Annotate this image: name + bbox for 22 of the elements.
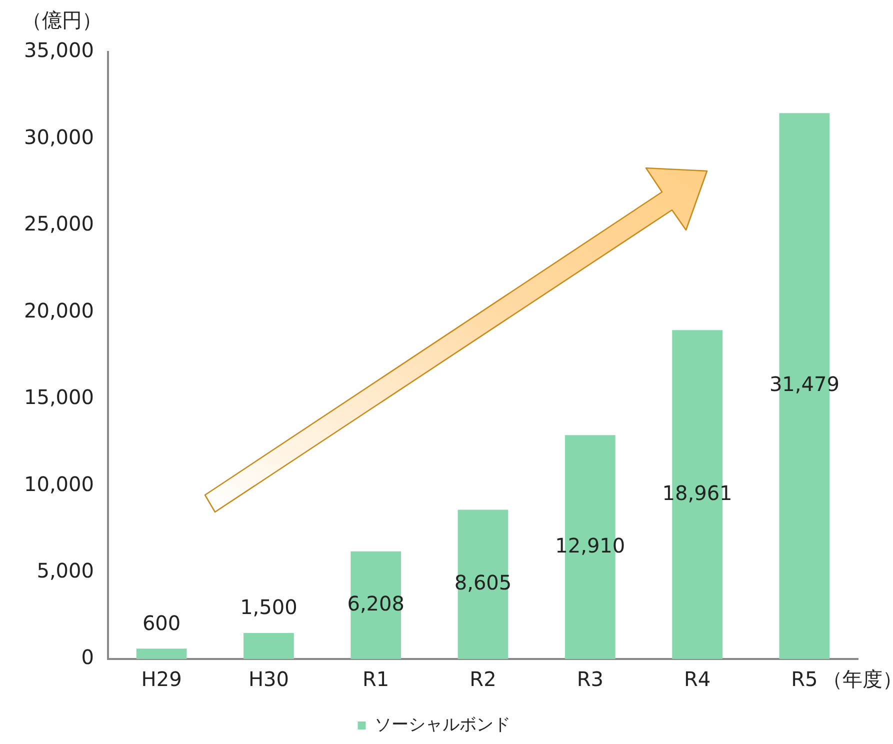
x-tick-label: R5: [791, 667, 818, 692]
y-axis-title: （億円）: [22, 8, 102, 32]
x-tick-label: H30: [248, 667, 289, 692]
text: 1,500: [240, 595, 298, 620]
y-tick-label: 5,000: [36, 558, 94, 582]
bar: [244, 632, 294, 659]
x-tick-label: R4: [684, 667, 711, 692]
bar: [136, 648, 187, 659]
x-tick-label: R1: [362, 667, 390, 692]
text: 600: [142, 610, 181, 635]
x-axis-title: （年度）: [822, 667, 893, 692]
x-tick-label: H29: [141, 667, 182, 692]
x-tick-label: R2: [470, 667, 496, 692]
y-tick-label: 15,000: [24, 385, 94, 410]
y-tick-label: 25,000: [24, 212, 94, 236]
y-tick-label: 30,000: [24, 124, 94, 149]
legend-label: ソーシャルボンド: [374, 714, 510, 735]
y-tick-label: 20,000: [24, 298, 94, 322]
y-tick-label: 35,000: [24, 38, 94, 62]
x-tick-label: R3: [576, 667, 604, 692]
y-tick-label: 10,000: [24, 472, 94, 496]
y-tick-label: 0: [81, 645, 94, 670]
